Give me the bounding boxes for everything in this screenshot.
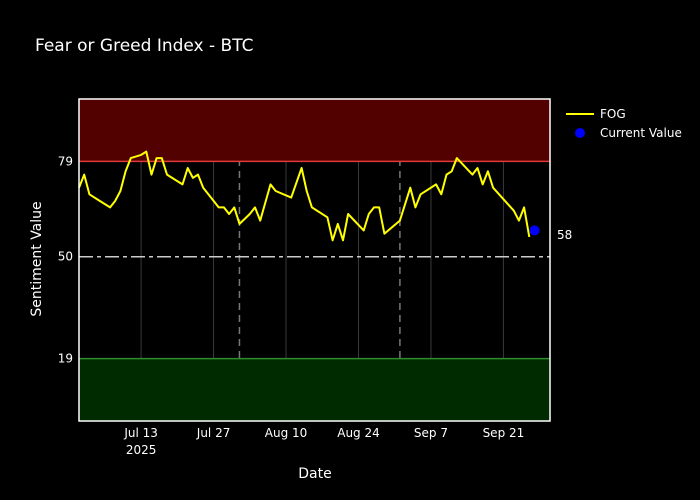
legend[interactable]: FOG Current Value (566, 107, 682, 140)
x-axis-ticks: Jul 13 2025 Jul 27 Aug 10 Aug 24 Sep 7 Sep 21 (123, 426, 524, 457)
x-tick-label-5: Sep 21 (483, 426, 525, 440)
y-tick-label-2: 79 (58, 154, 73, 168)
current-value-annotation: 58 (557, 228, 572, 242)
legend-fog-label[interactable]: FOG (600, 107, 626, 121)
x-axis-title: Date (298, 466, 331, 482)
x-tick-label-0: Jul 13 (123, 426, 158, 440)
x-tick-sublabel-0: 2025 (126, 443, 157, 457)
greed-zone (79, 99, 550, 162)
x-tick-label-4: Sep 7 (414, 426, 448, 440)
y-axis-title: Sentiment Value (29, 201, 45, 316)
y-tick-label-0: 19 (58, 352, 73, 366)
y-tick-label-1: 50 (58, 250, 73, 264)
y-axis-ticks: 19 50 79 (58, 154, 73, 365)
plot-frame (78, 98, 551, 422)
legend-current-value-swatch (575, 128, 585, 138)
plot-border (78, 98, 551, 422)
x-tick-label-2: Aug 10 (265, 426, 308, 440)
fog-series-line (78, 150, 531, 242)
chart-title: Fear or Greed Index - BTC (35, 36, 253, 56)
x-tick-label-1: Jul 27 (196, 426, 231, 440)
fear-zone (79, 358, 550, 421)
x-tick-label-3: Aug 24 (337, 426, 380, 440)
current-value-point[interactable] (529, 225, 540, 236)
series-layer (78, 150, 540, 242)
legend-current-value-label[interactable]: Current Value (600, 126, 682, 140)
sentiment-zones (79, 99, 550, 421)
